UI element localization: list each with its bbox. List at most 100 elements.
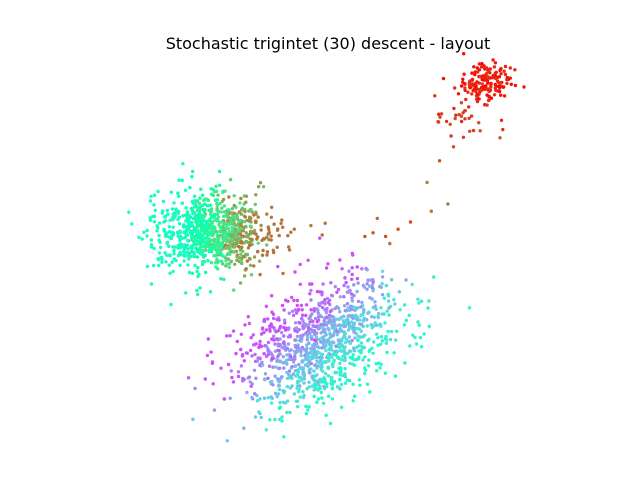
scatter-point <box>318 313 322 317</box>
scatter-point <box>468 129 472 133</box>
scatter-point <box>207 208 211 213</box>
scatter-point <box>265 235 269 239</box>
scatter-point <box>293 329 297 333</box>
chart-title: Stochastic trigintet (30) descent - layo… <box>166 34 491 53</box>
scatter-point <box>297 375 301 380</box>
scatter-point <box>238 248 243 252</box>
scatter-point <box>379 324 383 328</box>
scatter-point <box>280 419 284 423</box>
scatter-point <box>239 332 243 336</box>
scatter-point <box>293 364 298 368</box>
scatter-point <box>152 246 156 251</box>
scatter-point <box>264 354 269 358</box>
scatter-point <box>262 330 266 335</box>
scatter-point <box>263 377 267 381</box>
scatter-point <box>380 275 385 279</box>
scatter-point <box>245 390 249 395</box>
scatter-point <box>338 369 343 374</box>
scatter-point <box>485 103 489 107</box>
scatter-point <box>472 65 476 69</box>
scatter-point <box>293 270 297 274</box>
scatter-point <box>235 339 239 344</box>
scatter-point <box>505 78 509 82</box>
scatter-point <box>233 215 237 219</box>
scatter-point <box>277 318 281 322</box>
scatter-point <box>288 333 292 337</box>
scatter-point <box>310 282 314 286</box>
scatter-point <box>473 70 477 74</box>
scatter-point <box>149 282 154 286</box>
scatter-point <box>234 351 238 356</box>
scatter-point <box>273 391 278 396</box>
scatter-point <box>249 273 254 277</box>
scatter-point <box>193 263 197 267</box>
scatter-point <box>408 344 412 348</box>
scatter-point <box>190 249 194 254</box>
scatter-point <box>480 82 484 86</box>
scatter-point <box>314 335 319 339</box>
scatter-point <box>493 82 497 87</box>
scatter-point <box>226 257 231 261</box>
scatter-point <box>198 286 202 290</box>
scatter-point <box>343 366 347 371</box>
scatter-point <box>313 338 317 343</box>
scatter-point <box>228 241 232 245</box>
scatter-point <box>501 127 505 132</box>
scatter-point <box>285 353 289 357</box>
scatter-point <box>271 383 275 387</box>
scatter-point <box>237 244 241 249</box>
scatter-point <box>203 212 208 216</box>
scatter-point <box>285 376 290 381</box>
scatter-point <box>258 397 262 401</box>
scatter-point <box>285 346 290 351</box>
scatter-point <box>327 337 331 341</box>
scatter-point <box>487 94 491 99</box>
scatter-point <box>277 233 281 238</box>
scatter-point <box>352 283 356 287</box>
scatter-point <box>272 334 276 338</box>
scatter-point <box>302 326 306 330</box>
scatter-point <box>271 312 276 316</box>
scatter-point <box>485 78 490 83</box>
scatter-point <box>219 210 223 214</box>
scatter-point <box>273 349 278 353</box>
scatter-point <box>345 302 350 306</box>
scatter-point <box>187 257 191 261</box>
scatter-point <box>402 303 407 307</box>
scatter-point <box>352 394 357 398</box>
scatter-point <box>333 285 337 289</box>
scatter-point <box>215 203 220 207</box>
scatter-point <box>323 302 327 306</box>
scatter-point <box>309 298 313 302</box>
scatter-point <box>316 364 320 368</box>
scatter-point <box>513 68 517 72</box>
scatter-point <box>269 238 273 242</box>
scatter-point <box>282 366 286 370</box>
scatter-point <box>388 241 392 246</box>
scatter-point <box>298 262 302 267</box>
scatter-point <box>384 334 388 339</box>
scatter-point <box>382 296 386 300</box>
scatter-point <box>248 237 252 241</box>
scatter-point <box>414 342 419 346</box>
scatter-point <box>453 116 457 121</box>
scatter-point <box>196 206 201 210</box>
scatter-point <box>266 396 270 400</box>
scatter-point <box>321 360 325 365</box>
scatter-point <box>355 326 359 331</box>
scatter-point <box>459 101 464 105</box>
scatter-point <box>291 360 296 364</box>
scatter-point <box>250 382 254 386</box>
scatter-point <box>196 229 200 233</box>
scatter-point <box>416 320 420 324</box>
scatter-point <box>309 361 313 366</box>
scatter-point <box>351 326 356 330</box>
scatter-point <box>192 194 197 198</box>
scatter-point <box>477 121 481 125</box>
scatter-point <box>155 229 159 233</box>
scatter-point <box>312 394 316 399</box>
scatter-point <box>315 320 319 324</box>
scatter-point <box>315 341 319 346</box>
scatter-point <box>296 344 300 348</box>
scatter-point <box>470 82 475 86</box>
